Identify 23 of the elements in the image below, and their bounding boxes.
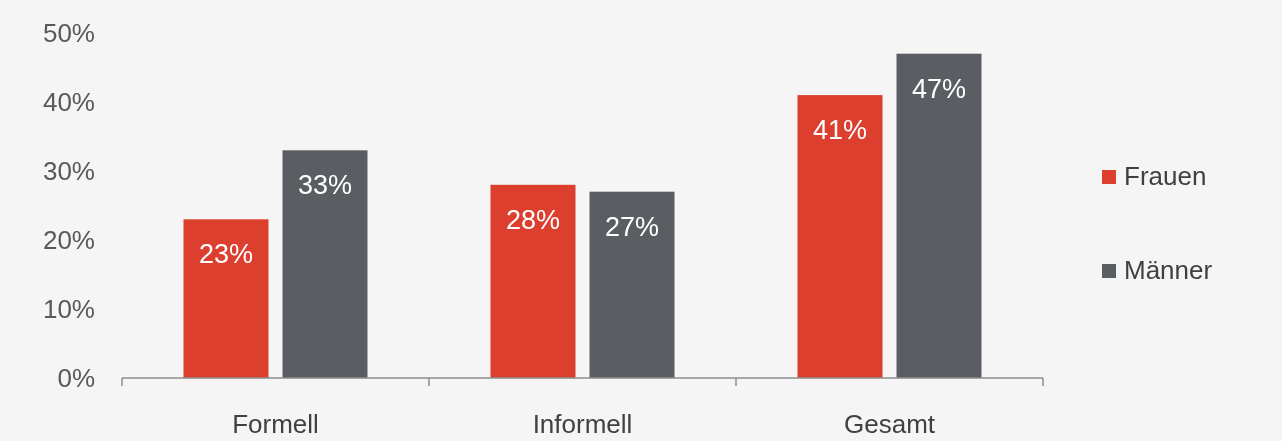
y-tick-label: 40% — [42, 87, 95, 117]
bar — [183, 219, 269, 378]
y-tick-label: 10% — [42, 294, 95, 324]
bar — [589, 191, 675, 378]
data-label: 41% — [812, 115, 868, 146]
legend-label: Männer — [1124, 255, 1213, 285]
y-tick-label: 30% — [42, 156, 95, 186]
bar — [490, 184, 576, 378]
legend-label: Frauen — [1124, 161, 1207, 191]
bar — [282, 150, 368, 378]
y-tick-label: 0% — [57, 363, 95, 393]
x-tick-label: Informell — [532, 409, 633, 439]
data-label: 27% — [604, 211, 660, 242]
data-label: 28% — [505, 204, 561, 235]
x-tick-label: Formell — [232, 409, 319, 439]
y-tick-label: 50% — [42, 18, 95, 48]
x-tick-label: Gesamt — [843, 409, 936, 439]
data-label: 23% — [198, 239, 254, 270]
bar — [896, 53, 982, 378]
y-tick-label: 20% — [42, 225, 95, 255]
data-label: 33% — [297, 170, 353, 201]
data-label: 47% — [911, 73, 967, 104]
bar — [797, 95, 883, 378]
